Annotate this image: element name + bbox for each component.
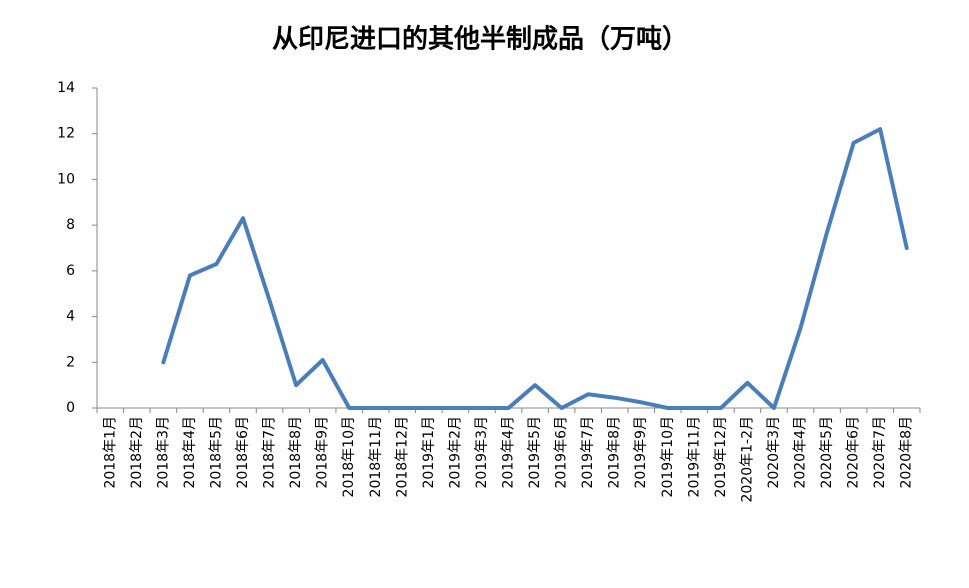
x-tick-label: 2020年6月 bbox=[846, 416, 862, 489]
x-tick-label: 2018年3月 bbox=[155, 416, 171, 489]
data-line bbox=[161, 127, 909, 410]
y-tick-label: 10 bbox=[57, 171, 75, 187]
x-tick-label: 2019年6月 bbox=[554, 416, 570, 489]
x-tick-label: 2019年5月 bbox=[527, 416, 543, 489]
x-tick-label: 2019年11月 bbox=[686, 416, 702, 497]
x-tick-label: 2018年10月 bbox=[341, 416, 357, 497]
y-tick-label: 2 bbox=[66, 354, 75, 370]
x-tick-label: 2018年1月 bbox=[102, 416, 118, 489]
x-tick-label: 2019年3月 bbox=[474, 416, 490, 489]
y-tick-label: 12 bbox=[57, 126, 75, 142]
x-tick-label: 2020年3月 bbox=[766, 416, 782, 489]
x-tick-label: 2018年11月 bbox=[368, 416, 384, 497]
y-tick-label: 8 bbox=[66, 217, 75, 233]
x-tick-label: 2019年2月 bbox=[447, 416, 463, 489]
x-tick-label: 2018年4月 bbox=[182, 416, 198, 489]
x-tick-label: 2020年1-2月 bbox=[739, 416, 755, 503]
x-tick-label: 2019年12月 bbox=[713, 416, 729, 497]
x-tick-label: 2019年10月 bbox=[660, 416, 676, 497]
y-tick-label: 4 bbox=[66, 309, 75, 325]
x-tick-label: 2018年12月 bbox=[394, 416, 410, 497]
chart-title: 从印尼进口的其他半制成品（万吨） bbox=[272, 24, 688, 55]
x-tick-label: 2019年4月 bbox=[501, 416, 517, 489]
x-tick-label: 2020年5月 bbox=[819, 416, 835, 489]
x-tick-label: 2020年7月 bbox=[872, 416, 888, 489]
x-tick-label: 2018年8月 bbox=[288, 416, 304, 489]
x-tick-label: 2020年4月 bbox=[793, 416, 809, 489]
x-tick-label: 2019年9月 bbox=[633, 416, 649, 489]
x-tick-label: 2019年7月 bbox=[580, 416, 596, 489]
x-tick-label: 2018年9月 bbox=[315, 416, 331, 489]
x-tick-label: 2018年6月 bbox=[235, 416, 251, 489]
y-tick-label: 14 bbox=[57, 80, 75, 96]
x-tick-label: 2019年8月 bbox=[607, 416, 623, 489]
x-tick-label: 2019年1月 bbox=[421, 416, 437, 489]
x-tick-label: 2018年2月 bbox=[129, 416, 145, 489]
x-tick-label: 2018年5月 bbox=[208, 416, 224, 489]
x-tick-label: 2020年8月 bbox=[899, 416, 915, 489]
y-tick-label: 0 bbox=[66, 400, 75, 416]
x-tick-label: 2018年7月 bbox=[262, 416, 278, 489]
y-tick-label: 6 bbox=[66, 263, 75, 279]
